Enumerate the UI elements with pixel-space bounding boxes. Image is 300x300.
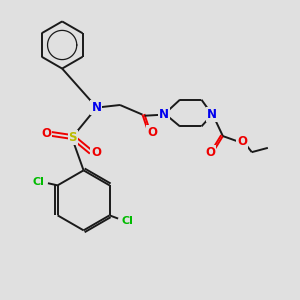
- Text: O: O: [92, 146, 101, 159]
- Text: O: O: [205, 146, 215, 159]
- Text: N: N: [207, 108, 217, 121]
- Text: O: O: [41, 128, 51, 140]
- Text: Cl: Cl: [122, 216, 134, 226]
- Text: N: N: [159, 108, 169, 121]
- Text: Cl: Cl: [32, 177, 44, 187]
- Text: O: O: [237, 135, 247, 148]
- Text: S: S: [69, 130, 77, 144]
- Text: N: N: [92, 100, 101, 114]
- Text: O: O: [147, 126, 157, 140]
